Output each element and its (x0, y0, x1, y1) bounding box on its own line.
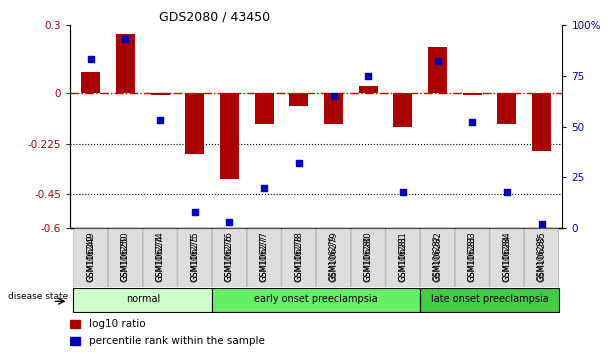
Point (502, 189, 512, 194)
Point (433, 59, 443, 64)
FancyBboxPatch shape (455, 229, 489, 287)
Text: GSM106275: GSM106275 (190, 234, 199, 281)
Text: GSM106285: GSM106285 (537, 231, 546, 282)
Bar (70, 320, 80, 328)
Point (224, 219, 234, 225)
Bar (255, 93, 274, 124)
Bar (359, 86, 378, 93)
Point (190, 209, 199, 215)
Text: GSM106250: GSM106250 (121, 234, 130, 281)
Text: GSM106284: GSM106284 (502, 234, 511, 281)
Bar (428, 47, 447, 93)
Point (86, 57, 95, 62)
Text: GSM106281: GSM106281 (398, 235, 407, 280)
Text: GSM106274: GSM106274 (156, 231, 165, 282)
Text: GSM106283: GSM106283 (468, 234, 477, 281)
Bar (324, 93, 343, 124)
Bar (185, 93, 204, 154)
FancyBboxPatch shape (317, 229, 350, 287)
Text: GSM106276: GSM106276 (225, 231, 234, 282)
Text: GSM106285: GSM106285 (537, 234, 546, 281)
FancyBboxPatch shape (74, 229, 108, 287)
Point (120, 36, 130, 42)
Text: GSM106282: GSM106282 (433, 235, 442, 280)
Text: GSM106282: GSM106282 (433, 231, 442, 282)
Text: GSM106280: GSM106280 (364, 234, 373, 281)
Text: GSM106276: GSM106276 (225, 234, 234, 281)
Bar (212, 288, 420, 312)
Bar (116, 34, 135, 93)
FancyBboxPatch shape (525, 229, 559, 287)
Text: GSM106279: GSM106279 (329, 234, 338, 281)
Point (259, 185, 269, 190)
Bar (289, 93, 308, 106)
Point (468, 120, 477, 125)
Bar (81, 72, 100, 93)
Text: GSM106278: GSM106278 (294, 231, 303, 282)
Text: GSM106275: GSM106275 (190, 231, 199, 282)
Bar (532, 93, 551, 152)
Text: GSM106284: GSM106284 (502, 231, 511, 282)
Bar (420, 288, 559, 312)
FancyBboxPatch shape (282, 229, 316, 287)
FancyBboxPatch shape (108, 229, 142, 287)
Point (398, 189, 408, 194)
FancyBboxPatch shape (351, 229, 385, 287)
Text: GSM106281: GSM106281 (398, 231, 407, 282)
Text: GSM106249: GSM106249 (86, 234, 95, 281)
Text: GSM106274: GSM106274 (156, 234, 165, 281)
Text: log10 ratio: log10 ratio (89, 319, 145, 329)
Point (155, 118, 165, 123)
Bar (220, 93, 239, 178)
FancyBboxPatch shape (178, 229, 212, 287)
Text: GSM106279: GSM106279 (329, 231, 338, 282)
Text: GSM106283: GSM106283 (468, 231, 477, 282)
FancyBboxPatch shape (143, 229, 177, 287)
FancyBboxPatch shape (247, 229, 281, 287)
Bar (497, 93, 516, 124)
FancyBboxPatch shape (490, 229, 524, 287)
Text: GSM106249: GSM106249 (86, 231, 95, 282)
Bar (70, 337, 80, 344)
Point (294, 160, 303, 166)
Point (364, 73, 373, 79)
FancyBboxPatch shape (386, 229, 420, 287)
Bar (463, 93, 482, 95)
Text: disease state: disease state (9, 292, 69, 301)
Text: GSM106278: GSM106278 (294, 234, 303, 281)
Bar (74, 288, 212, 312)
Text: GDS2080 / 43450: GDS2080 / 43450 (159, 11, 270, 24)
Point (329, 93, 339, 99)
Point (537, 222, 547, 227)
Text: percentile rank within the sample: percentile rank within the sample (89, 336, 264, 346)
Text: GSM106250: GSM106250 (121, 231, 130, 282)
Text: late onset preeclampsia: late onset preeclampsia (430, 295, 548, 304)
FancyBboxPatch shape (421, 229, 455, 287)
Text: normal: normal (126, 295, 160, 304)
Bar (151, 93, 170, 95)
Text: early onset preeclampsia: early onset preeclampsia (254, 295, 378, 304)
Text: GSM106277: GSM106277 (260, 234, 269, 281)
FancyBboxPatch shape (212, 229, 246, 287)
Text: GSM106277: GSM106277 (260, 231, 269, 282)
Bar (393, 93, 412, 127)
Text: GSM106280: GSM106280 (364, 231, 373, 282)
